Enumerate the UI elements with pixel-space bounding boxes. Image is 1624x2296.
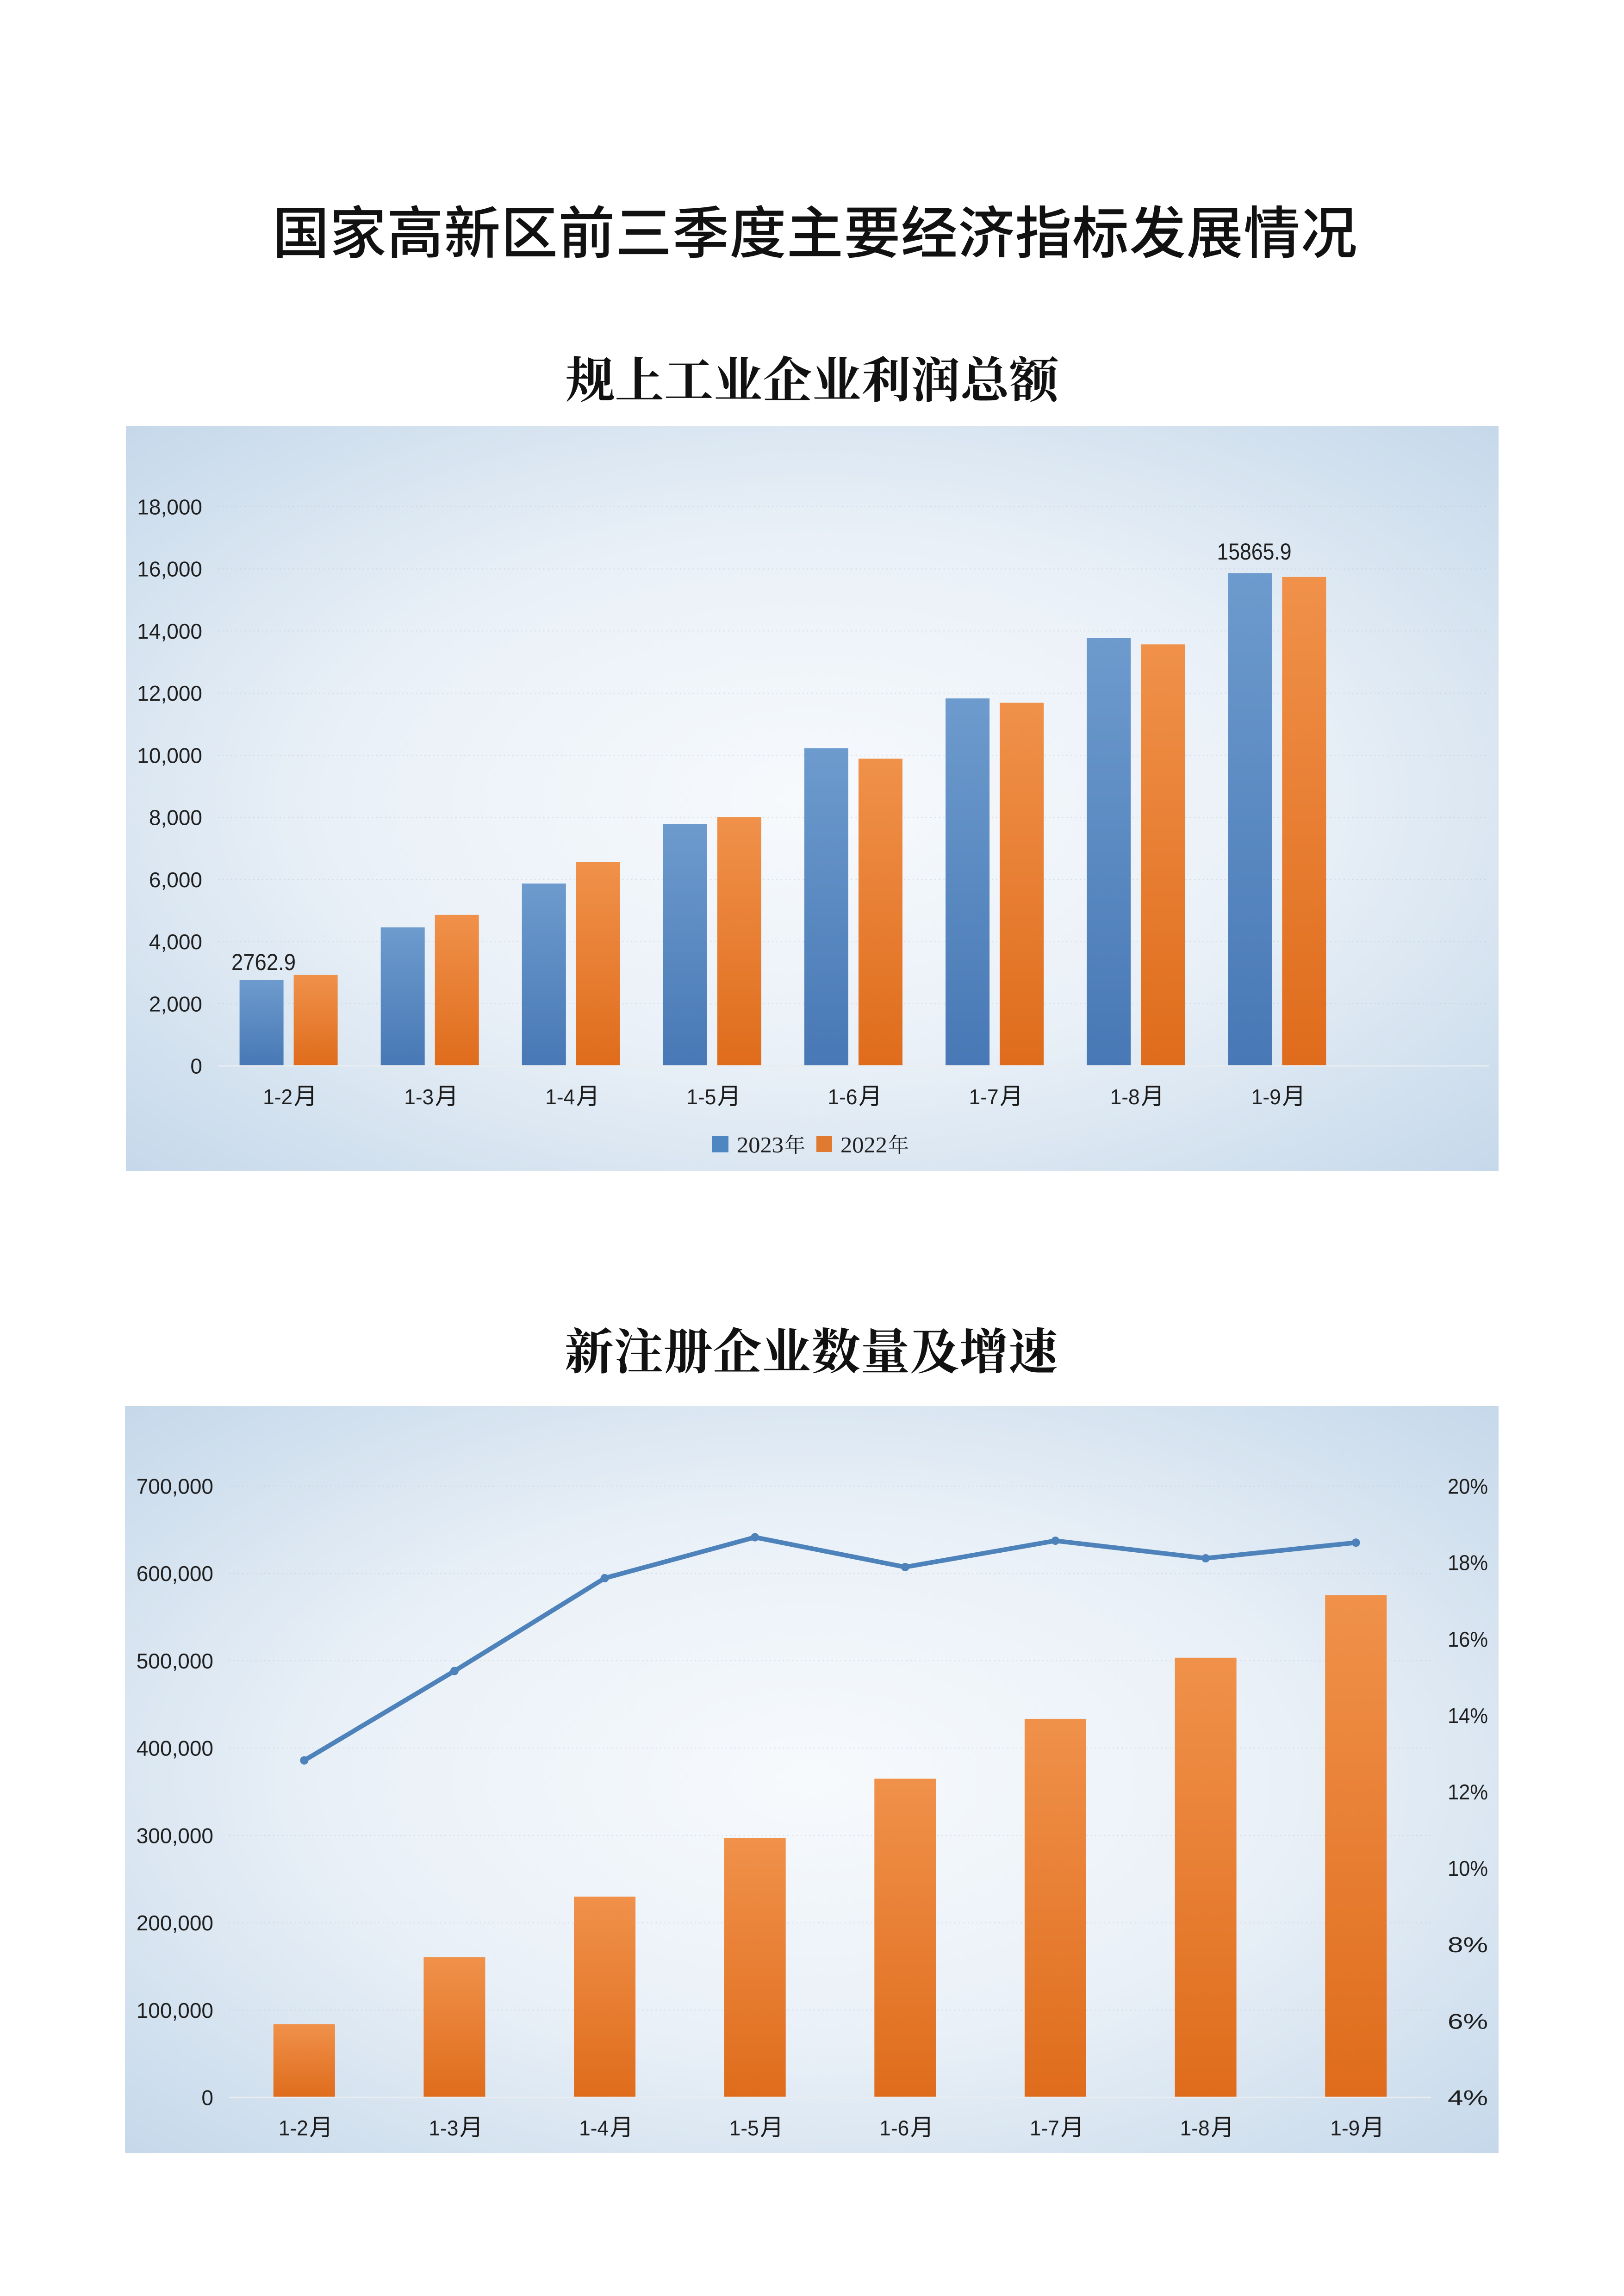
svg-text:16,000: 16,000: [137, 557, 202, 581]
svg-text:1-3: 1-3: [429, 2116, 458, 2140]
svg-text:1-9: 1-9: [1251, 1085, 1281, 1109]
svg-text:6%: 6%: [1448, 2009, 1488, 2033]
svg-text:4%: 4%: [1448, 2086, 1488, 2110]
svg-text:12,000: 12,000: [137, 681, 202, 705]
svg-text:100,000: 100,000: [137, 1998, 213, 2022]
svg-text:1-5: 1-5: [686, 1085, 716, 1109]
svg-text:500,000: 500,000: [137, 1649, 213, 1673]
svg-text:1-2: 1-2: [263, 1085, 292, 1109]
svg-text:10%: 10%: [1448, 1856, 1488, 1880]
svg-text:1-6: 1-6: [879, 2116, 909, 2140]
svg-text:8,000: 8,000: [149, 806, 202, 830]
svg-text:0: 0: [201, 2086, 213, 2110]
svg-text:18,000: 18,000: [137, 495, 202, 519]
svg-text:300,000: 300,000: [137, 1823, 213, 1848]
svg-text:1-8: 1-8: [1180, 2116, 1210, 2140]
svg-text:2023: 2023: [737, 1132, 784, 1157]
svg-text:14%: 14%: [1448, 1704, 1488, 1728]
svg-text:1-9: 1-9: [1330, 2116, 1360, 2140]
svg-text:1-3: 1-3: [404, 1085, 434, 1109]
svg-text:1-7: 1-7: [969, 1085, 999, 1109]
svg-text:2,000: 2,000: [149, 992, 202, 1016]
svg-text:20%: 20%: [1448, 1475, 1488, 1499]
svg-text:0: 0: [190, 1054, 202, 1078]
svg-text:400,000: 400,000: [137, 1736, 213, 1761]
svg-text:1-7: 1-7: [1030, 2116, 1059, 2140]
svg-text:1-4: 1-4: [545, 1085, 575, 1109]
svg-text:4,000: 4,000: [149, 930, 202, 954]
svg-text:10,000: 10,000: [137, 743, 202, 767]
svg-text:600,000: 600,000: [137, 1562, 213, 1586]
svg-text:1-4: 1-4: [579, 2116, 609, 2140]
svg-text:2762.9: 2762.9: [231, 949, 296, 975]
svg-text:1-5: 1-5: [729, 2116, 759, 2140]
svg-text:6,000: 6,000: [149, 868, 202, 892]
svg-text:1-2: 1-2: [279, 2116, 308, 2140]
svg-text:700,000: 700,000: [137, 1475, 213, 1499]
svg-text:1-8: 1-8: [1110, 1085, 1140, 1109]
svg-text:15865.9: 15865.9: [1217, 539, 1292, 565]
svg-text:8%: 8%: [1448, 1933, 1488, 1957]
svg-text:14,000: 14,000: [137, 619, 202, 643]
svg-text:200,000: 200,000: [137, 1911, 213, 1935]
svg-text:16%: 16%: [1448, 1627, 1488, 1651]
svg-text:18%: 18%: [1448, 1551, 1488, 1575]
svg-text:12%: 12%: [1448, 1780, 1488, 1804]
svg-text:1-6: 1-6: [828, 1085, 858, 1109]
svg-text:2022: 2022: [840, 1132, 887, 1157]
